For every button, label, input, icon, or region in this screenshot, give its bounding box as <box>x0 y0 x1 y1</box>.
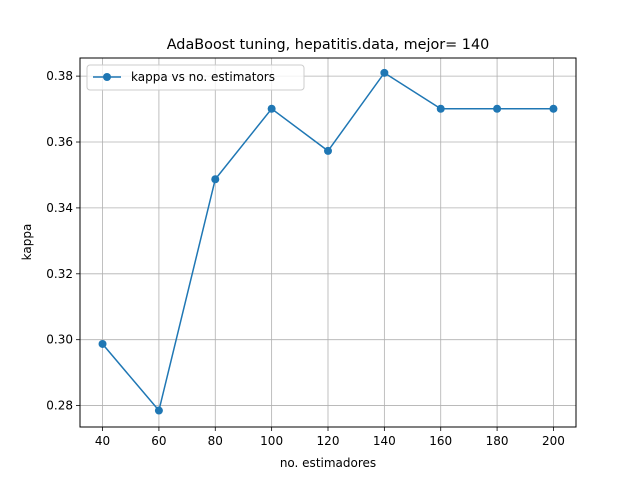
x-tick-label: 160 <box>429 434 452 448</box>
data-point <box>211 175 220 184</box>
y-tick-label: 0.32 <box>46 267 73 281</box>
x-tick-label: 100 <box>260 434 283 448</box>
y-axis: 0.28 0.30 0.32 0.34 0.36 0.38 <box>46 69 80 413</box>
data-point <box>154 406 163 415</box>
y-tick-label: 0.28 <box>46 399 73 413</box>
x-tick-label: 40 <box>95 434 110 448</box>
data-point <box>436 104 445 113</box>
data-point <box>324 146 332 155</box>
x-tick-label: 120 <box>317 434 340 448</box>
data-point <box>267 104 276 113</box>
y-tick-label: 0.30 <box>46 333 73 347</box>
y-axis-label: kappa <box>20 224 34 261</box>
x-axis: 40 60 80 100 120 140 160 180 200 <box>95 427 565 448</box>
y-tick-label: 0.36 <box>46 135 73 149</box>
series-kappa <box>98 68 558 415</box>
y-tick-label: 0.34 <box>46 201 73 215</box>
legend: kappa vs no. estimators <box>86 64 305 91</box>
x-tick-label: 180 <box>486 434 509 448</box>
x-tick-label: 60 <box>151 434 166 448</box>
data-point <box>493 104 502 113</box>
legend-label: kappa vs no. estimators <box>131 70 275 84</box>
legend-marker <box>103 73 111 81</box>
x-tick-label: 80 <box>208 434 223 448</box>
chart-title: AdaBoost tuning, hepatitis.data, mejor= … <box>167 37 490 53</box>
x-axis-label: no. estimadores <box>280 456 376 470</box>
grid <box>80 58 576 427</box>
y-tick-label: 0.38 <box>46 69 73 83</box>
legend-box <box>86 64 305 91</box>
data-point <box>549 104 558 113</box>
data-point <box>98 339 107 348</box>
x-tick-label: 200 <box>542 434 565 448</box>
data-point <box>380 68 389 77</box>
x-tick-label: 140 <box>373 434 396 448</box>
